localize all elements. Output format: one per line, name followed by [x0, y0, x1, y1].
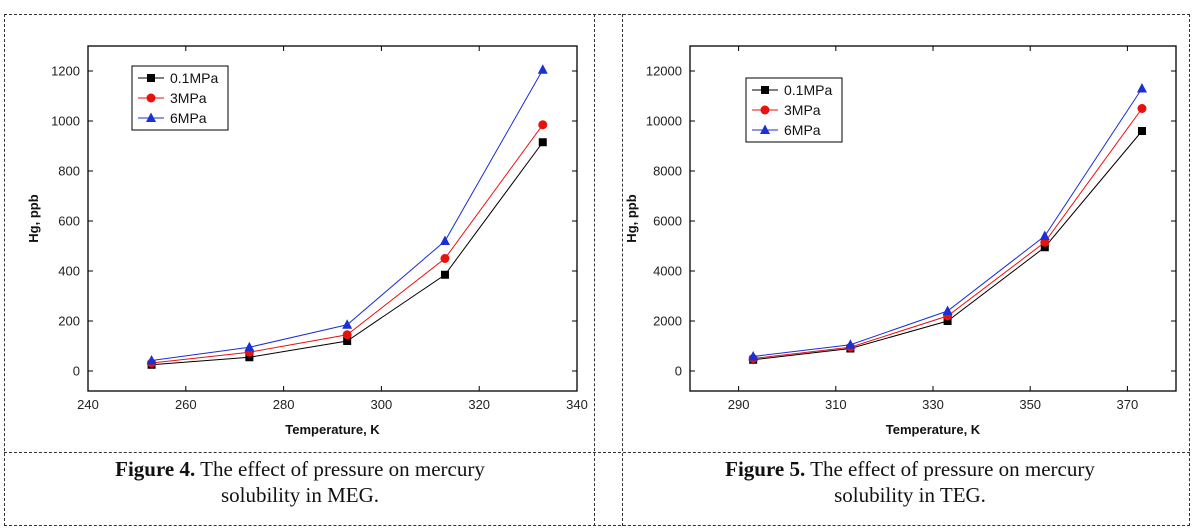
y-axis-label: Hg, ppb: [26, 194, 41, 242]
x-axis-label: Temperature, K: [285, 422, 380, 437]
data-point-3MPa: [1137, 104, 1146, 113]
x-tick-label: 280: [273, 397, 295, 412]
legend-label: 6MPa: [784, 122, 821, 138]
data-point-6MPa: [538, 64, 548, 74]
data-point-3MPa: [343, 330, 352, 339]
y-tick-label: 10000: [646, 114, 682, 129]
x-tick-label: 310: [825, 397, 847, 412]
y-tick-label: 400: [58, 264, 80, 279]
figure-4-caption: Figure 4. The effect of pressure on merc…: [60, 456, 540, 508]
caption-divider: [4, 452, 1190, 453]
x-tick-label: 340: [566, 397, 588, 412]
legend-marker: [147, 94, 156, 103]
legend-label: 0.1MPa: [784, 82, 832, 98]
data-point-6MPa: [440, 236, 450, 246]
data-point-0.1MPa: [1138, 127, 1146, 135]
y-tick-label: 1200: [51, 64, 80, 79]
column-divider-left: [594, 14, 595, 526]
y-tick-label: 6000: [653, 214, 682, 229]
figure-4-chart: 240 260 280 300 320 340 0 200 400 600 800 1000 1200 T…: [0, 0, 594, 452]
figure-5-caption-label: Figure 5.: [725, 457, 805, 481]
figure-5-chart: 290 310 330 350 370 0 2000 4000 6000 8000 10000 120…: [622, 0, 1193, 452]
legend-label: 3MPa: [784, 102, 821, 118]
y-tick-label: 2000: [653, 314, 682, 329]
y-tick-label: 12000: [646, 64, 682, 79]
x-tick-label: 320: [468, 397, 490, 412]
figure-4-caption-label: Figure 4.: [115, 457, 195, 481]
legend-marker: [147, 74, 155, 82]
legend-label: 0.1MPa: [170, 70, 218, 86]
x-tick-label: 260: [175, 397, 197, 412]
figure-4-caption-text: The effect of pressure on mercury: [195, 457, 485, 481]
y-tick-label: 200: [58, 314, 80, 329]
y-tick-label: 0: [73, 364, 80, 379]
y-tick-label: 1000: [51, 114, 80, 129]
legend-label: 6MPa: [170, 110, 207, 126]
figure-5-caption-line2: solubility in TEG.: [640, 482, 1180, 508]
data-point-0.1MPa: [441, 271, 449, 279]
x-tick-label: 330: [922, 397, 944, 412]
x-tick-label: 370: [1117, 397, 1139, 412]
data-point-6MPa: [1137, 83, 1147, 93]
legend-marker: [761, 86, 769, 94]
data-point-3MPa: [538, 120, 547, 129]
x-tick-label: 290: [728, 397, 750, 412]
data-point-3MPa: [440, 254, 449, 263]
series-line-0.1MPa: [753, 131, 1142, 360]
legend-marker: [761, 106, 770, 115]
x-tick-label: 300: [371, 397, 393, 412]
y-tick-label: 600: [58, 214, 80, 229]
figure-5-caption-text: The effect of pressure on mercury: [805, 457, 1095, 481]
legend-label: 3MPa: [170, 90, 207, 106]
data-point-0.1MPa: [539, 138, 547, 146]
figure-4-caption-line2: solubility in MEG.: [60, 482, 540, 508]
x-tick-label: 240: [77, 397, 99, 412]
data-point-6MPa: [943, 306, 953, 316]
figure-5-caption: Figure 5. The effect of pressure on merc…: [640, 456, 1180, 508]
data-point-6MPa: [342, 319, 352, 329]
y-tick-label: 800: [58, 164, 80, 179]
y-tick-label: 8000: [653, 164, 682, 179]
data-point-6MPa: [1040, 231, 1050, 241]
x-axis-label: Temperature, K: [886, 422, 981, 437]
x-tick-label: 350: [1019, 397, 1041, 412]
y-tick-label: 0: [675, 364, 682, 379]
y-axis-label: Hg, ppb: [624, 194, 639, 242]
y-tick-label: 4000: [653, 264, 682, 279]
